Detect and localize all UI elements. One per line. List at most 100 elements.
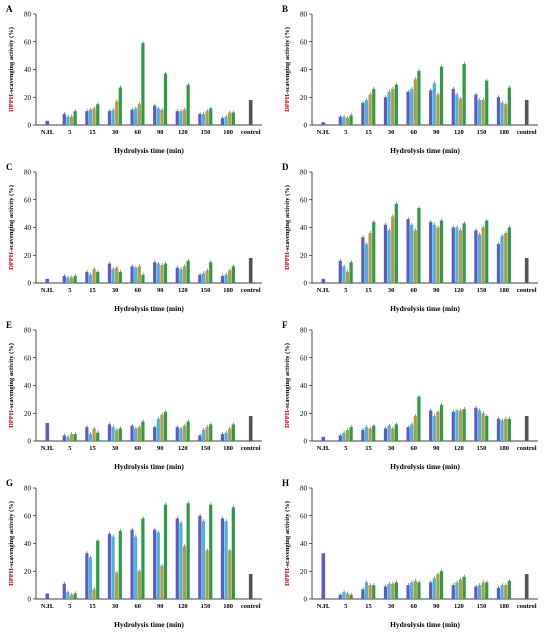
x-tick-label: 180 xyxy=(499,445,509,452)
bar-series-1 xyxy=(198,274,202,283)
bar-series-4 xyxy=(118,428,122,441)
bar-series-4 xyxy=(485,416,489,441)
x-axis-label: Hydrolysis time (min) xyxy=(114,146,184,155)
y-tick-label: 40 xyxy=(300,66,308,74)
y-tick-label: 0 xyxy=(28,122,32,130)
bar-series-3 xyxy=(115,429,119,441)
bar-series-1 xyxy=(383,97,388,125)
bar-series-2 xyxy=(111,269,115,283)
y-tick-label: 40 xyxy=(300,540,308,548)
bar-series-4 xyxy=(439,571,444,599)
y-tick-label: 60 xyxy=(24,196,32,204)
bar-series-2 xyxy=(500,585,504,599)
bar-series-3 xyxy=(481,100,485,125)
y-tick-label: 60 xyxy=(24,354,32,362)
x-tick-label: control xyxy=(241,603,261,610)
bar-series-1 xyxy=(361,102,365,125)
bar-series-3 xyxy=(160,565,164,599)
bar-series-4 xyxy=(349,594,353,599)
bar-series-3 xyxy=(137,427,141,441)
bar-series-3 xyxy=(92,589,96,599)
bar-series-3 xyxy=(458,410,463,441)
bar-series-1 xyxy=(429,582,433,599)
bar-series-1 xyxy=(198,515,202,599)
bar-series-3 xyxy=(413,230,417,283)
y-axis-label: DPPH-scavenging activity (%) xyxy=(8,185,15,270)
chart-svg: H 0 20 40 60 80 DPPH-scavenging activity (%) N.… xyxy=(282,478,538,629)
chart-panel-f: F 0 20 40 60 80 DPPH-scavenging activity (%) N.… xyxy=(280,318,550,475)
bar-series-4 xyxy=(118,87,122,125)
panel-label: A xyxy=(6,4,13,14)
x-tick-label: 150 xyxy=(477,287,487,294)
x-axis-label: Hydrolysis time (min) xyxy=(114,620,184,629)
x-tick-label: 120 xyxy=(454,287,464,294)
bar-series-2 xyxy=(364,100,369,125)
bar-series-1 xyxy=(383,428,388,441)
bar-series-1 xyxy=(62,435,66,441)
y-axis-label-dpph: DPPH xyxy=(284,94,291,112)
x-tick-label: control xyxy=(517,603,537,610)
bar-series-4 xyxy=(163,73,168,125)
bar-series-4 xyxy=(417,208,421,283)
bar-series-2 xyxy=(387,425,391,441)
bar-series-3 xyxy=(69,594,74,599)
bar-series-4 xyxy=(372,425,376,441)
bar-series-3 xyxy=(205,111,209,125)
bar-series-4 xyxy=(372,585,376,599)
panel-label: C xyxy=(6,162,13,172)
bar-series-1 xyxy=(130,109,134,125)
bar-series-3 xyxy=(205,427,209,441)
bar-series-2 xyxy=(201,521,206,599)
y-tick-label: 20 xyxy=(300,252,308,260)
x-tick-label: 15 xyxy=(89,287,96,294)
bar-series-3 xyxy=(228,428,232,441)
bar-series-4 xyxy=(462,223,466,283)
bar-series-3 xyxy=(391,88,395,125)
chart-svg: F 0 20 40 60 80 DPPH-scavenging activity (%) N.… xyxy=(282,320,538,471)
bar-series-4 xyxy=(209,424,213,441)
bar-series-2 xyxy=(432,83,436,125)
bar-series-2 xyxy=(179,111,183,125)
bar-series-4 xyxy=(209,262,213,283)
x-tick-label: 90 xyxy=(433,129,440,136)
bar-series-1 xyxy=(153,529,157,599)
bar-series-4 xyxy=(231,112,235,125)
x-tick-label: 120 xyxy=(178,603,188,610)
x-tick-label: N.H. xyxy=(317,129,330,136)
bar-series-1 xyxy=(107,533,112,599)
y-tick-label: 80 xyxy=(300,485,308,493)
x-tick-label: 150 xyxy=(477,603,487,610)
x-tick-label: 150 xyxy=(477,445,487,452)
y-axis-label-rest: -scavenging activity (%) xyxy=(8,343,15,410)
y-axis-label: DPPH-scavenging activity (%) xyxy=(284,343,291,428)
y-axis-label-rest: -scavenging activity (%) xyxy=(284,501,291,568)
x-tick-label: 150 xyxy=(477,129,487,136)
y-tick-label: 0 xyxy=(304,596,308,604)
bar-series-2 xyxy=(342,592,346,599)
x-tick-label: N.H. xyxy=(317,287,330,294)
bar-series-2 xyxy=(201,273,206,283)
x-tick-label: 90 xyxy=(433,287,440,294)
chart-svg: G 0 20 40 60 80 DPPH-scavenging activity (%) N.… xyxy=(6,478,262,629)
bar-series-4 xyxy=(507,87,511,125)
y-axis-label-dpph: DPPH xyxy=(284,252,291,270)
bar-series-3 xyxy=(182,425,187,441)
bar-series-3 xyxy=(182,109,187,125)
bar-series-4 xyxy=(231,507,235,599)
bar-series-4 xyxy=(231,266,235,283)
bar-series-4 xyxy=(186,260,190,283)
bar-series-3 xyxy=(436,574,440,599)
x-tick-label: 180 xyxy=(499,129,509,136)
bar-series-2 xyxy=(111,536,115,599)
bar-series-1 xyxy=(107,424,112,441)
x-tick-label: control xyxy=(517,129,537,136)
x-axis-label: Hydrolysis time (min) xyxy=(114,462,184,471)
x-tick-label: 150 xyxy=(201,603,211,610)
bar-series-1 xyxy=(338,116,342,125)
bar-series-4 xyxy=(209,108,213,125)
x-tick-label: 90 xyxy=(157,287,164,294)
bar-series-3 xyxy=(160,414,164,441)
y-axis-label: DPPH-scavenging activity (%) xyxy=(8,501,15,586)
bar-series-1 xyxy=(220,276,225,283)
bar-series-4 xyxy=(96,271,100,283)
